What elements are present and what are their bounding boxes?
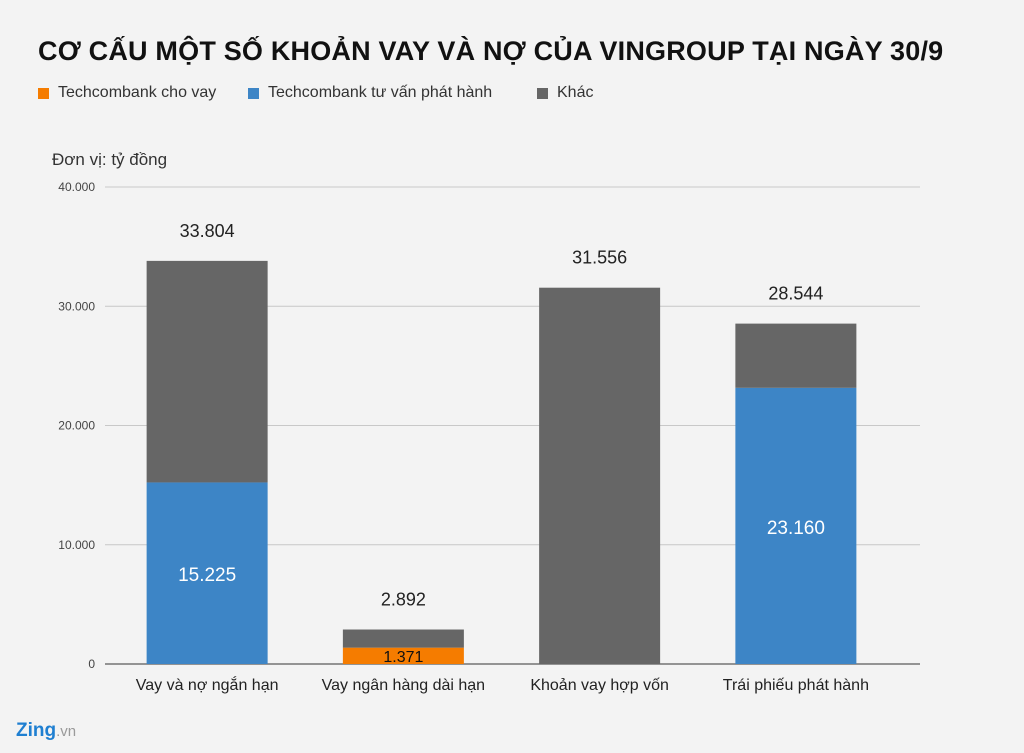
unit-label: Đơn vị: tỷ đồng [52,150,168,169]
y-tick-label: 40.000 [58,180,95,194]
legend: Techcombank cho vay Techcombank tư vấn p… [0,84,1024,112]
bar-segment [735,323,857,388]
bar-segment [342,629,464,648]
data-label: 23.160 [767,518,825,539]
x-tick-label: Khoản vay hợp vốn [530,677,669,694]
legend-item-techcombank-tu-van: Techcombank tư vấn phát hành [248,84,492,102]
legend-label: Techcombank cho vay [58,84,217,101]
zing-logo: Zing.vn [16,720,76,742]
bar-segment [146,260,268,483]
bar-segment [735,387,857,664]
data-label: 1.371 [383,649,423,666]
legend-label: Khác [557,84,594,101]
bar-segment [146,482,268,664]
legend-swatch [537,87,548,99]
total-label: 31.556 [572,248,627,268]
legend-swatch [38,87,49,99]
total-label: 2.892 [381,590,426,610]
bar-segment [539,287,661,664]
x-tick-label: Vay ngân hàng dài hạn [322,677,485,694]
y-tick-label: 0 [88,657,95,671]
total-label: 28.544 [768,284,823,304]
total-label: 33.804 [180,221,235,241]
data-label: 15.225 [178,565,236,586]
chart-title: CƠ CẤU MỘT SỐ KHOẢN VAY VÀ NỢ CỦA VINGRO… [38,36,944,66]
legend-swatch [248,87,259,99]
bar-segment [342,647,464,664]
legend-item-techcombank-cho-vay: Techcombank cho vay [38,84,216,102]
logo-suffix: .vn [56,723,77,740]
x-tick-label: Vay và nợ ngắn hạn [136,675,279,694]
logo-text: Zing [16,720,57,741]
y-tick-label: 10.000 [58,538,95,552]
y-tick-label: 30.000 [58,299,95,313]
legend-label: Techcombank tư vấn phát hành [268,84,493,101]
x-tick-label: Trái phiếu phát hành [723,677,869,694]
y-tick-label: 20.000 [58,419,95,433]
legend-item-khac: Khác [537,84,593,102]
